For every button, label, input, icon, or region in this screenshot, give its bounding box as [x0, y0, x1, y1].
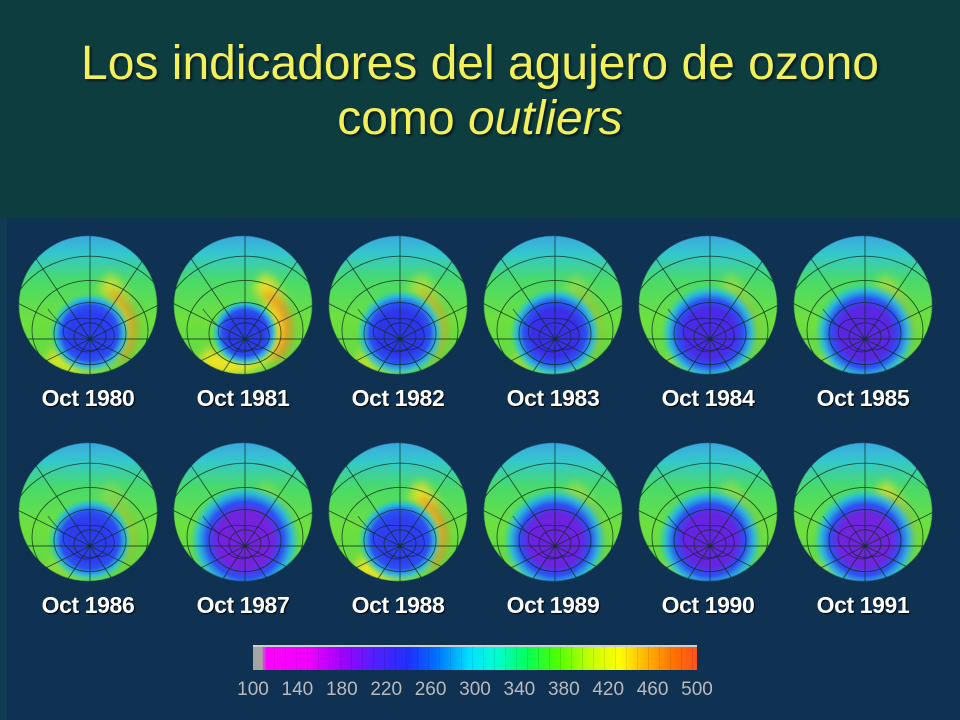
title-line-1: Los indicadores del agujero de ozono: [81, 37, 879, 90]
ozone-map-grid: Oct 1980: [18, 235, 933, 617]
scale-tick-label: 380: [547, 679, 580, 700]
scale-tick-label: 300: [459, 679, 491, 700]
scale-tick-label: 220: [370, 679, 403, 700]
ozone-map-cell: Oct 1984: [638, 235, 778, 410]
ozone-map-cell: Oct 1989: [483, 442, 623, 617]
ozone-map-cell: Oct 1990: [638, 442, 778, 617]
title-line-2: como outliers: [0, 91, 960, 146]
ozone-map-cell: Oct 1982: [328, 235, 468, 410]
map-label-oct-1990: Oct 1990: [661, 592, 755, 618]
ozone-map-cell: Oct 1981: [173, 235, 313, 410]
ozone-map-cell: Oct 1988: [328, 442, 468, 617]
ozone-globe-oct-1987: [173, 442, 313, 582]
scale-tick-label: 460: [636, 679, 669, 700]
scale-tick-label: 100: [237, 679, 269, 700]
title-word-outliers: outliers: [467, 92, 623, 145]
ozone-globe-oct-1989: [483, 442, 623, 582]
scale-tick-label: 140: [281, 679, 314, 700]
scale-tick-label: 420: [592, 679, 625, 700]
title-word-como: como: [337, 92, 455, 145]
ozone-color-scale-ticks: 100 140 180 220 260 300 340 380 420 460 500: [0, 678, 960, 702]
ozone-map-cell: Oct 1987: [173, 442, 313, 617]
map-label-oct-1981: Oct 1981: [196, 385, 290, 411]
lat-lon-grid: [638, 442, 778, 582]
ozone-globe-oct-1984: [638, 235, 778, 375]
scale-tick-label: 180: [325, 679, 358, 700]
map-label-oct-1985: Oct 1985: [816, 385, 910, 411]
map-label-oct-1991: Oct 1991: [816, 592, 910, 618]
map-label-oct-1983: Oct 1983: [506, 385, 600, 411]
scale-tick-label: 500: [681, 679, 713, 700]
ozone-map-cell: Oct 1985: [793, 235, 933, 410]
ozone-map-cell: Oct 1986: [18, 442, 158, 617]
map-label-oct-1982: Oct 1982: [351, 385, 445, 411]
slide-title: Los indicadores del agujero de ozono com…: [0, 36, 960, 146]
lat-lon-grid: [18, 235, 158, 375]
ozone-globe-oct-1985: [793, 235, 933, 375]
scale-tick-label: 340: [503, 679, 536, 700]
ozone-globe-oct-1980: [18, 235, 158, 375]
ozone-color-scale-bar: [253, 645, 697, 670]
panel-left-edge: [0, 218, 7, 720]
ozone-globe-oct-1990: [638, 442, 778, 582]
map-label-oct-1986: Oct 1986: [41, 592, 135, 618]
scale-tick-label: 260: [414, 679, 447, 700]
map-label-oct-1984: Oct 1984: [661, 385, 755, 411]
ozone-globe-oct-1981: [173, 235, 313, 375]
ozone-globe-oct-1988: [328, 442, 468, 582]
ozone-globe-oct-1986: [18, 442, 158, 582]
ozone-globe-oct-1982: [328, 235, 468, 375]
ozone-map-cell: Oct 1980: [18, 235, 158, 410]
map-label-oct-1987: Oct 1987: [196, 592, 290, 618]
ozone-map-cell: Oct 1983: [483, 235, 623, 410]
ozone-globe-oct-1983: [483, 235, 623, 375]
ozone-map-cell: Oct 1991: [793, 442, 933, 617]
map-label-oct-1988: Oct 1988: [351, 592, 445, 618]
map-label-oct-1989: Oct 1989: [506, 592, 600, 618]
lat-lon-grid: [483, 442, 623, 582]
ozone-figure-panel: Oct 1980: [0, 218, 960, 720]
ozone-globe-oct-1991: [793, 442, 933, 582]
slide-header: Los indicadores del agujero de ozono com…: [0, 0, 960, 218]
map-label-oct-1980: Oct 1980: [41, 385, 135, 411]
